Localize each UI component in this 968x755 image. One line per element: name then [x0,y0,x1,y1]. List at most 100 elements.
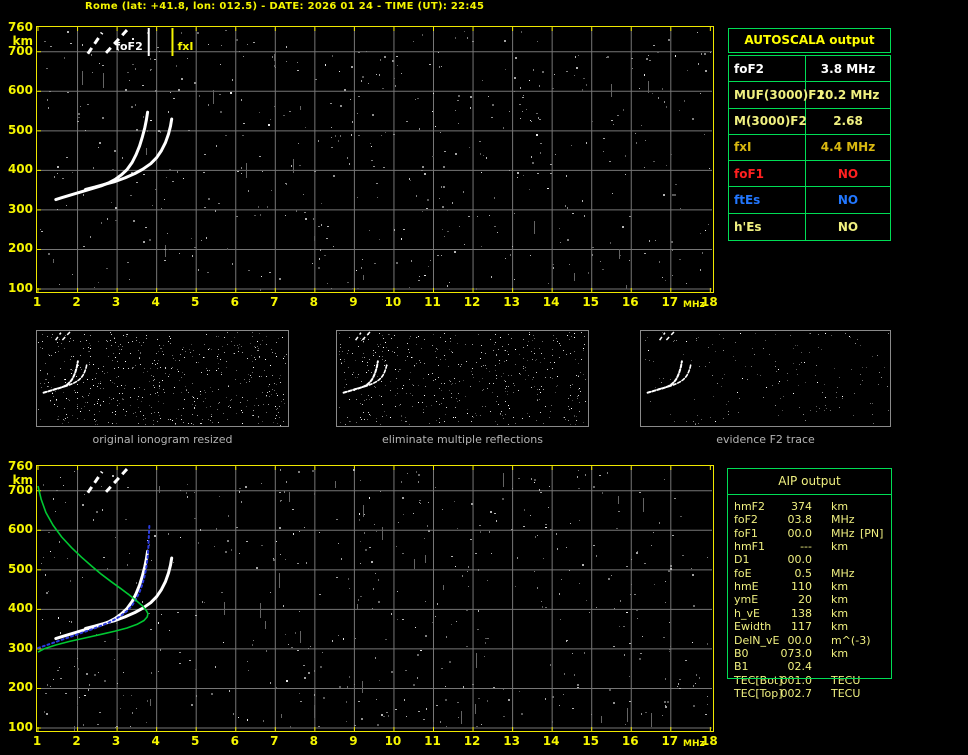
x-tick-label: 17 [661,734,679,748]
x-tick-label: 1 [32,734,42,748]
aip-row-hmf1: hmF1 --- km [727,540,892,553]
param-value: 00.0 [787,633,813,647]
x-tick-label: 14 [542,734,560,748]
param-label: M(3000)F2 [729,108,807,134]
aip-table-header: AIP output [778,474,841,488]
noise-dots [339,332,586,425]
y-axis-unit-km: km [12,473,33,487]
y-tick-label: 760 [7,20,33,34]
aip-row-tecbot: TEC[Bot] 001.0 TECU [727,674,892,687]
y-tick-label: 500 [7,561,33,576]
second-hop-echo [86,31,104,55]
param-label: D1 [734,553,750,567]
ionogram-plot-aip [36,465,714,732]
autoscala-row-fof1: foF1 NO [729,161,890,188]
ionogram-canvas-aip [37,466,712,732]
autoscala-row-fof2: foF2 3.8 MHz [729,56,890,83]
f2-trace-extraordinary [353,362,388,390]
fxi-marker-label: fxI [177,40,193,53]
param-unit: km [831,500,849,513]
second-hop-echo [658,332,666,341]
param-label: fxI [729,134,806,161]
y-tick-label: 200 [7,241,33,256]
x-tick-label: 9 [349,734,358,748]
panel-original-ionogram [36,330,289,427]
aip-row-tectop: TEC[Top] 002.7 TECU [727,687,892,700]
aip-row-fof2: foF2 03.8 MHz [727,513,892,526]
y-tick-label: 700 [7,482,33,497]
param-value: 110 [791,580,812,594]
x-tick-label: 12 [463,295,481,309]
electron-density-profile [37,485,149,653]
param-label: foF1 [729,161,806,187]
param-value: 117 [791,620,812,634]
x-tick-label: 2 [72,295,81,309]
x-tick-label: 10 [384,734,402,748]
param-value: 073.0 [780,646,813,660]
param-unit: km [831,580,849,594]
fof2-marker-label: foF2 [115,40,143,53]
second-hop-echo [104,28,129,54]
aip-row-hmf2: hmF2 374 km [727,500,892,513]
param-value: 001.0 [780,673,813,687]
aip-row-d1: D1 00.0 [727,553,892,566]
autoscala-table-body: foF2 3.8 MHz MUF(3000)F2 10.2 MHz M(3000)F2 2… [728,55,891,241]
y-tick-label: 100 [7,720,33,735]
f2-trace-extraordinary [657,362,692,390]
ionogram-plot-main: foF2 fxI [36,26,714,293]
aip-row-b1: B1 02.4 [727,660,892,673]
x-tick-label: 3 [111,295,121,309]
x-tick-label: 15 [582,734,600,748]
param-label: TEC[Top] [734,686,783,700]
second-hop-echo [665,330,676,341]
axis-ticks [37,27,711,292]
param-label: DelN_vE [734,633,780,647]
param-label: Ewidth [734,620,772,634]
param-flag: [PN] [860,526,884,540]
y-tick-label: 100 [7,281,33,296]
autoscala-table-header: AUTOSCALA output [728,28,891,53]
x-tick-label: 18 [700,295,718,309]
param-unit: MHz [831,513,855,527]
x-tick-label: 4 [151,734,160,748]
aip-header-divider [727,494,892,495]
panel-caption-eliminate: eliminate multiple reflections [382,433,543,446]
param-value: NO [837,166,859,181]
param-label: foF2 [729,56,806,82]
x-tick-label: 16 [621,734,639,748]
noise-dots [41,469,708,732]
x-tick-label: 14 [542,295,560,309]
param-label: TEC[Bot] [734,673,783,687]
param-value: 10.2 MHz [816,87,880,102]
param-unit: m^(-3) [831,633,871,647]
param-value: 002.7 [780,686,813,700]
param-value: 20 [798,593,812,607]
param-value: 03.8 [787,513,813,527]
panel-eliminate-reflections [336,330,589,427]
grid-lines [38,467,712,730]
param-unit: km [831,540,849,554]
param-value: 02.4 [787,660,813,674]
second-hop-echo [354,332,362,341]
param-value: 2.68 [833,114,863,129]
noise-dots [645,332,889,425]
param-label: hmF2 [734,500,766,513]
panel-original-canvas [38,330,287,426]
y-tick-label: 700 [7,43,33,58]
x-tick-label: 6 [230,295,239,309]
param-value: NO [837,219,859,234]
f2-trace-extraordinary [84,556,174,630]
y-tick-label: 500 [7,122,33,137]
param-label: foE [734,566,752,580]
x-tick-label: 11 [424,295,441,309]
param-unit: TECU [831,686,861,700]
param-unit: MHz [831,526,855,540]
param-label: h_vE [734,606,760,620]
param-unit: km [831,620,849,634]
x-tick-label: 15 [582,295,600,309]
station-date-title: Rome (lat: +41.8, lon: 012.5) - DATE: 20… [85,1,485,12]
param-label: MUF(3000)F2 [729,82,825,108]
param-label: h'Es [729,213,806,240]
aip-row-b0: B0 073.0 km [727,647,892,660]
f2-trace-ordinary [54,110,150,202]
